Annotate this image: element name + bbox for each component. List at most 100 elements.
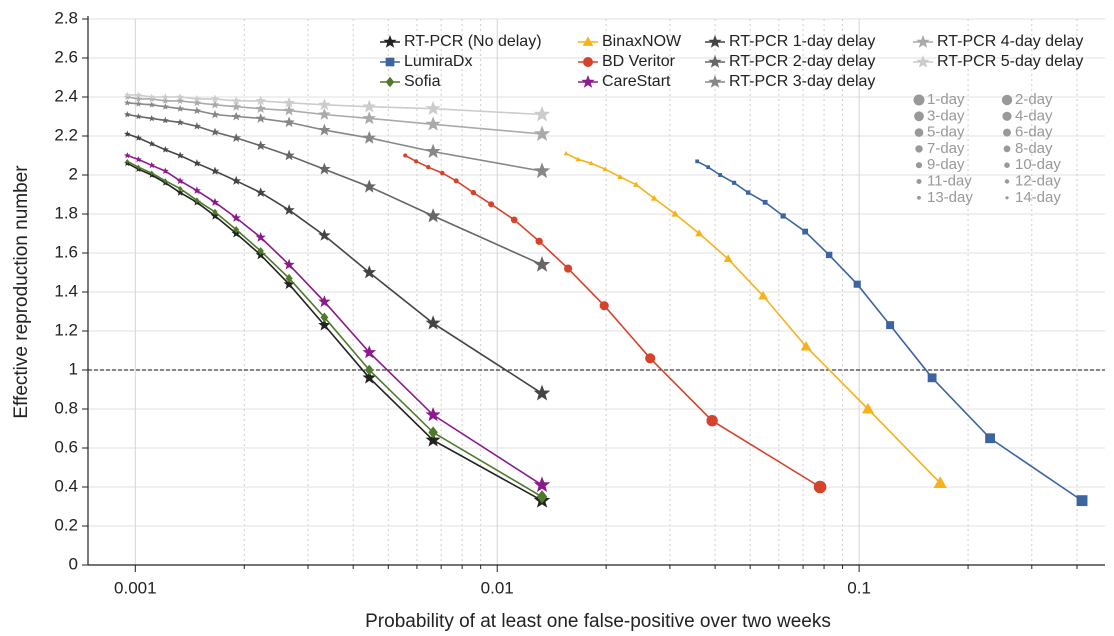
data-point bbox=[320, 312, 329, 323]
data-point bbox=[233, 225, 240, 234]
size-legend-label: 7-day bbox=[927, 140, 965, 157]
data-point bbox=[428, 426, 438, 439]
data-point bbox=[161, 103, 169, 110]
data-point bbox=[575, 156, 581, 162]
data-point bbox=[762, 199, 768, 205]
data-point bbox=[695, 229, 704, 237]
data-point bbox=[318, 123, 331, 136]
size-legend-marker bbox=[916, 179, 922, 184]
data-point bbox=[283, 116, 295, 128]
data-point bbox=[176, 104, 184, 112]
data-point bbox=[426, 165, 431, 170]
data-point bbox=[212, 208, 218, 216]
data-point bbox=[148, 93, 155, 100]
data-point bbox=[135, 91, 142, 98]
data-point bbox=[650, 194, 658, 201]
series-line bbox=[127, 133, 543, 395]
legend-marker bbox=[916, 34, 930, 48]
data-point bbox=[439, 170, 445, 176]
data-point bbox=[533, 255, 551, 272]
data-point bbox=[800, 340, 812, 351]
legend-label: RT-PCR 4-day delay bbox=[937, 33, 1083, 50]
data-point bbox=[176, 96, 184, 105]
data-point bbox=[533, 384, 551, 401]
data-point bbox=[318, 295, 331, 308]
legend-label: BinaxNOW bbox=[602, 33, 682, 50]
data-point bbox=[231, 111, 241, 121]
data-point bbox=[231, 96, 241, 105]
data-point bbox=[1076, 495, 1088, 507]
size-legend-marker bbox=[914, 128, 924, 137]
legend-label: LumiraDx bbox=[404, 53, 472, 70]
size-legend-label: 4-day bbox=[1015, 107, 1053, 124]
y-tick-label: 1.4 bbox=[54, 281, 78, 300]
data-point bbox=[318, 162, 331, 175]
data-point bbox=[283, 149, 295, 161]
data-point bbox=[425, 116, 441, 131]
data-point bbox=[136, 164, 141, 170]
data-point bbox=[536, 490, 548, 504]
data-point bbox=[758, 290, 769, 300]
data-point bbox=[318, 318, 331, 331]
data-point bbox=[231, 132, 242, 142]
legend-label: RT-PCR 3-day delay bbox=[729, 73, 875, 90]
data-point bbox=[123, 130, 131, 137]
size-legend-label: 12-day bbox=[1015, 172, 1061, 189]
data-point bbox=[149, 170, 154, 176]
size-legend-label: 2-day bbox=[1015, 91, 1053, 108]
data-point bbox=[192, 186, 201, 194]
data-point bbox=[176, 93, 184, 101]
data-point bbox=[362, 111, 377, 125]
data-point bbox=[283, 204, 295, 215]
data-point bbox=[533, 476, 551, 493]
size-legend-marker bbox=[1003, 145, 1011, 153]
data-point bbox=[161, 116, 169, 124]
data-point bbox=[488, 201, 495, 208]
data-point bbox=[123, 111, 131, 118]
data-point bbox=[414, 159, 419, 164]
data-point bbox=[192, 158, 201, 167]
data-point bbox=[425, 315, 441, 330]
series-line bbox=[127, 94, 543, 116]
y-axis-label: Effective reproduction number bbox=[11, 165, 32, 419]
y-tick-label: 2.4 bbox=[54, 86, 78, 105]
data-point bbox=[780, 213, 786, 219]
data-point bbox=[148, 101, 155, 108]
data-point bbox=[255, 232, 266, 242]
legend-label: CareStart bbox=[602, 73, 671, 90]
legend-label: BD Veritor bbox=[602, 53, 676, 70]
legend-marker bbox=[581, 74, 595, 88]
data-point bbox=[255, 103, 266, 114]
size-legend-marker bbox=[917, 195, 921, 200]
series-line bbox=[565, 152, 941, 484]
data-point bbox=[362, 345, 377, 359]
legend-marker bbox=[385, 57, 395, 67]
data-point bbox=[255, 140, 266, 151]
data-point bbox=[617, 173, 624, 179]
data-point bbox=[210, 100, 220, 109]
legend-marker bbox=[582, 36, 594, 46]
y-tick-label: 0.8 bbox=[54, 398, 78, 417]
data-point bbox=[425, 406, 441, 422]
data-point bbox=[599, 301, 609, 311]
data-point bbox=[283, 96, 295, 108]
data-point bbox=[563, 150, 569, 156]
y-tick-label: 1.2 bbox=[54, 320, 78, 339]
data-point bbox=[510, 216, 518, 224]
data-point bbox=[210, 94, 220, 103]
data-point bbox=[285, 273, 293, 283]
data-point bbox=[695, 159, 700, 164]
data-point bbox=[176, 177, 184, 185]
data-point bbox=[886, 321, 895, 330]
y-tick-label: 2 bbox=[69, 164, 78, 183]
series-line bbox=[126, 160, 543, 498]
data-point bbox=[985, 433, 995, 444]
legend-marker bbox=[385, 76, 395, 88]
data-point bbox=[231, 101, 242, 111]
legend-marker bbox=[916, 54, 930, 68]
size-legend-marker bbox=[1005, 196, 1009, 200]
data-point bbox=[177, 185, 183, 192]
size-legend-label: 14-day bbox=[1015, 189, 1061, 206]
y-tick-label: 1.8 bbox=[54, 203, 78, 222]
data-point bbox=[161, 145, 169, 153]
